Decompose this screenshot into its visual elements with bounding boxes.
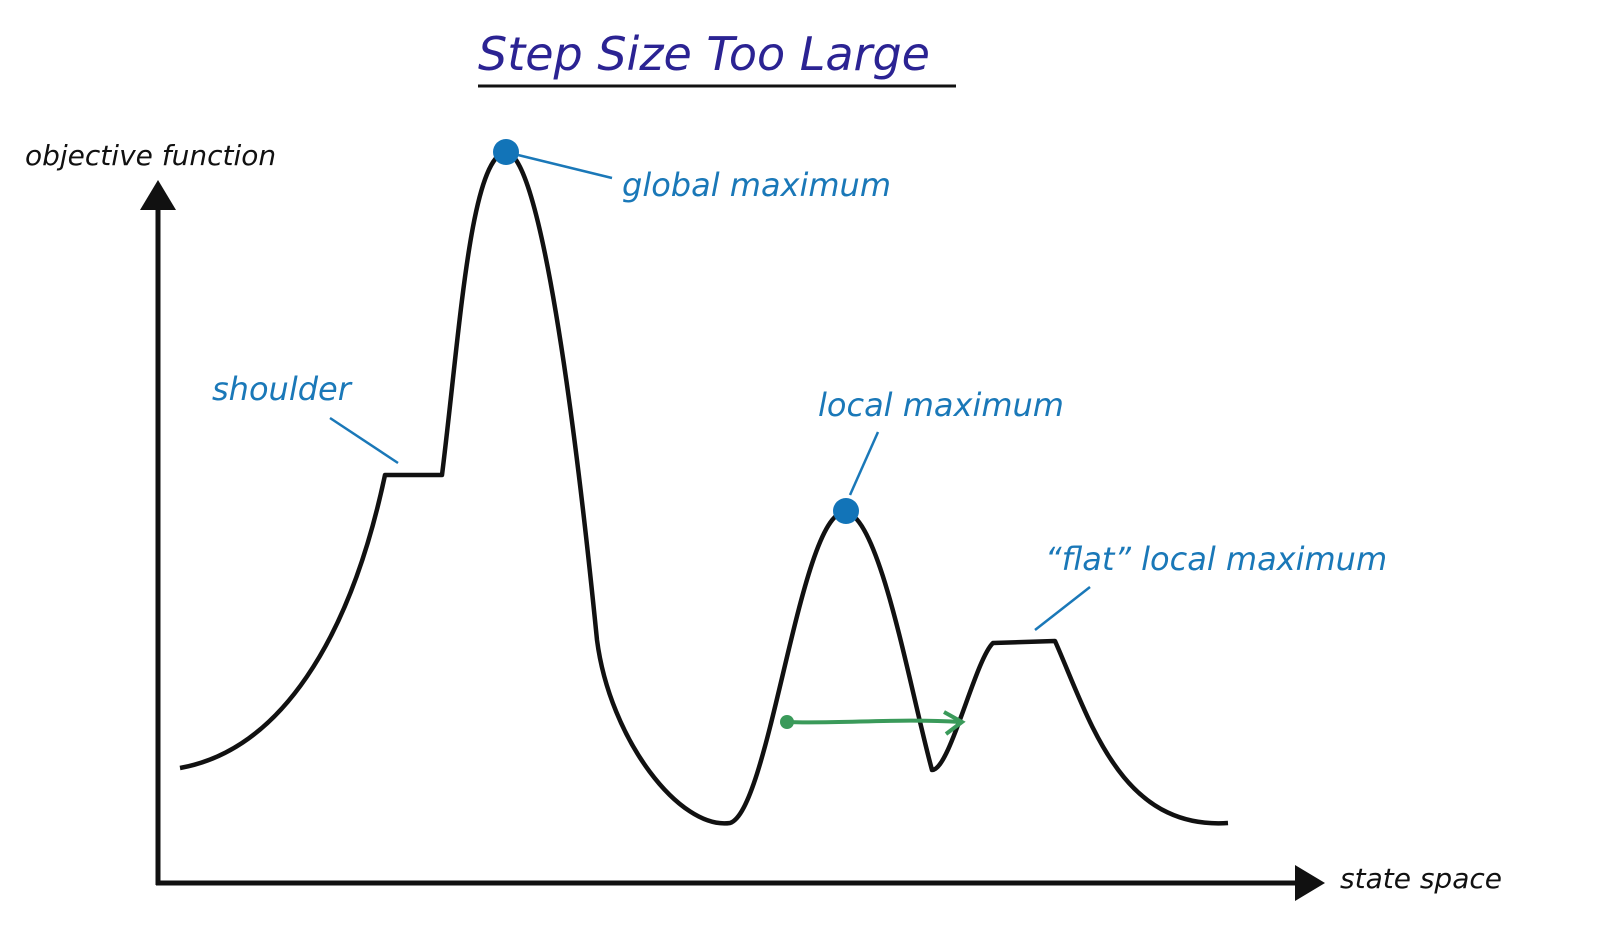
leader-line bbox=[848, 431, 880, 496]
global-max-dot bbox=[493, 139, 519, 165]
objective-curve bbox=[179, 149, 1229, 826]
local-max-dot bbox=[833, 498, 859, 524]
y-axis-label: objective function bbox=[25, 139, 276, 172]
x-axis-label: state space bbox=[1340, 862, 1502, 895]
annotation: global maximum bbox=[622, 166, 891, 204]
y-axis-arrow bbox=[140, 180, 176, 210]
step-start bbox=[780, 715, 794, 729]
leader-line bbox=[517, 153, 613, 180]
leader-line bbox=[1034, 586, 1091, 631]
annotation: shoulder bbox=[212, 370, 353, 408]
annotation: “flat” local maximum bbox=[1045, 540, 1387, 578]
title: Step Size Too Large bbox=[478, 27, 930, 81]
annotation: local maximum bbox=[818, 386, 1064, 424]
x-axis-arrow bbox=[1295, 865, 1325, 901]
step-arrow bbox=[785, 718, 961, 725]
leader-line bbox=[329, 416, 399, 465]
step-arrowhead bbox=[943, 710, 966, 736]
